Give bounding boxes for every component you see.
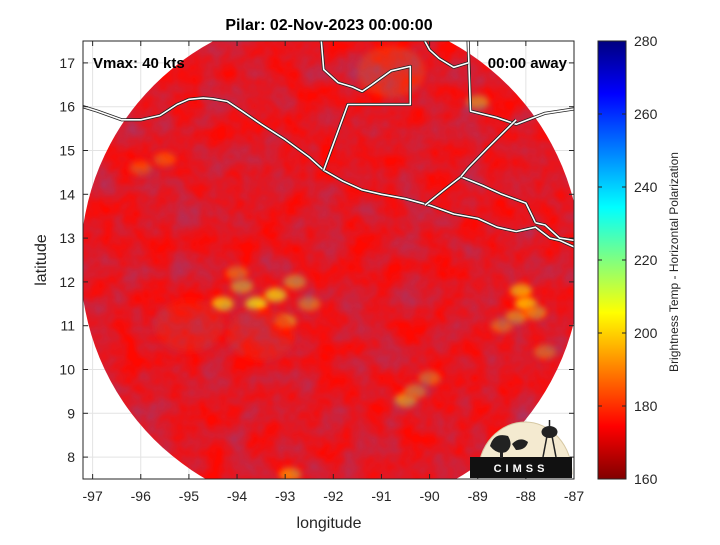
y-tick-label: 11 bbox=[60, 318, 75, 334]
coastline bbox=[320, 41, 412, 171]
logo-dish-icon bbox=[490, 435, 511, 453]
vmax-label: Vmax: 40 kts bbox=[93, 55, 185, 72]
coastline bbox=[424, 176, 462, 206]
x-tick-label: -91 bbox=[371, 488, 391, 504]
coastline bbox=[83, 97, 574, 248]
x-ticks: -97 -96 -95 -94 -93 -92 -91 -90 -89 -88 -87 bbox=[83, 41, 584, 504]
x-tick-label: -88 bbox=[516, 488, 536, 504]
y-ticks: 8 9 10 11 12 13 14 15 16 17 bbox=[59, 55, 574, 465]
colorbar-tick-label: 160 bbox=[634, 471, 658, 487]
logo-tower-leg bbox=[542, 435, 548, 458]
x-tick-label: -89 bbox=[468, 488, 488, 504]
y-tick-label: 15 bbox=[59, 143, 75, 159]
y-tick-label: 10 bbox=[59, 362, 75, 378]
colorbar bbox=[597, 40, 627, 480]
axes-box bbox=[82, 40, 575, 480]
chart-title: Pilar: 02-Nov-2023 00:00:00 bbox=[225, 17, 432, 34]
x-tick-label: -90 bbox=[419, 488, 439, 504]
x-tick-label: -94 bbox=[227, 488, 247, 504]
coastline bbox=[424, 41, 469, 69]
y-tick-label: 9 bbox=[67, 405, 75, 421]
cimss-logo: CIMSS bbox=[470, 420, 573, 478]
logo-banner bbox=[470, 457, 572, 478]
swath-layer bbox=[83, 41, 574, 479]
y-tick-label: 8 bbox=[67, 449, 75, 465]
logo-dish2-icon bbox=[512, 439, 528, 450]
coastline bbox=[467, 41, 574, 125]
colorbar-tick-label: 240 bbox=[634, 179, 658, 195]
x-tick-label: -87 bbox=[564, 488, 584, 504]
coastline bbox=[460, 119, 517, 178]
y-tick-label: 16 bbox=[59, 99, 75, 115]
colorbar-tick-label: 200 bbox=[634, 325, 658, 341]
x-tick-label: -97 bbox=[83, 488, 103, 504]
x-tick-label: -95 bbox=[179, 488, 199, 504]
coastline bbox=[535, 222, 574, 242]
y-tick-label: 12 bbox=[59, 274, 75, 290]
x-axis-label: longitude bbox=[297, 515, 362, 532]
y-tick-label: 17 bbox=[59, 55, 75, 71]
colorbar-tick-label: 180 bbox=[634, 398, 658, 414]
x-tick-label: -92 bbox=[323, 488, 343, 504]
logo-dish-stand bbox=[500, 450, 503, 458]
colorbar-label: Brightness Temp - Horizontal Polarizatio… bbox=[667, 152, 681, 372]
colorbar-tick-label: 260 bbox=[634, 106, 658, 122]
coastline bbox=[460, 176, 537, 224]
x-tick-label: -96 bbox=[131, 488, 151, 504]
y-tick-label: 14 bbox=[59, 186, 75, 202]
colorbar-tick-label: 220 bbox=[634, 252, 658, 268]
logo-water-tower-icon bbox=[541, 426, 558, 438]
time-away-label: 00:00 away bbox=[488, 55, 568, 72]
x-tick-label: -93 bbox=[275, 488, 295, 504]
y-tick-label: 13 bbox=[59, 230, 75, 246]
y-axis-label: latitude bbox=[33, 234, 50, 286]
logo-text: CIMSS bbox=[494, 463, 549, 475]
colorbar-ticks: 160 180 200 220 240 260 280 bbox=[598, 33, 658, 487]
logo-tower-leg bbox=[551, 435, 557, 458]
colorbar-tick-label: 280 bbox=[634, 33, 658, 49]
coastlines bbox=[83, 41, 574, 249]
